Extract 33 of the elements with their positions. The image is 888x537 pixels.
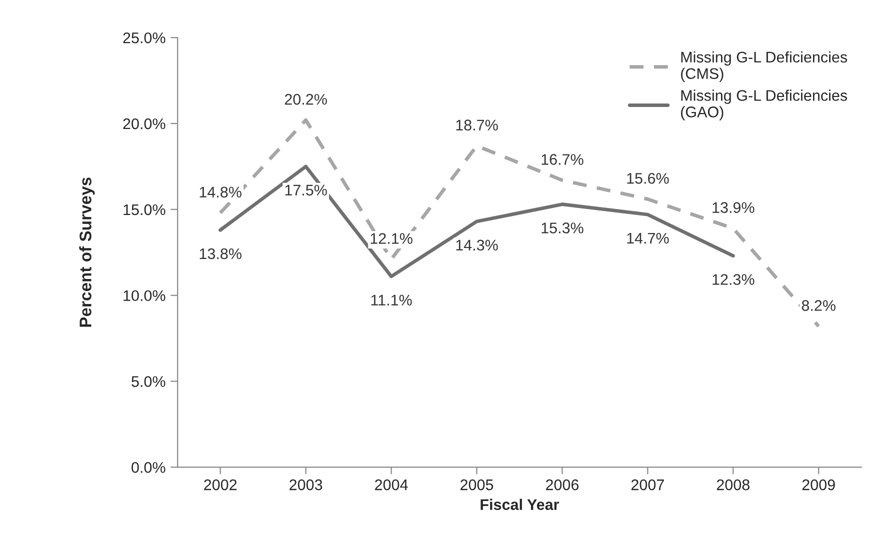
x-tick-label: 2005: [460, 479, 494, 490]
data-label: 14.3%: [456, 240, 498, 251]
y-tick-label: 0.0%: [132, 462, 166, 473]
y-axis-title: Percent of Surveys: [79, 178, 95, 327]
data-label: 15.6%: [627, 172, 669, 184]
y-tick-label: 25.0%: [123, 32, 166, 44]
y-tick-label: 10.0%: [124, 290, 166, 302]
data-label: 14.8%: [200, 186, 242, 198]
y-tick-label: 15.0%: [124, 204, 166, 216]
x-tick-label: 2007: [631, 479, 664, 490]
x-axis-title: Fiscal Year: [480, 498, 560, 510]
x-tick-label: 2008: [716, 479, 750, 490]
data-label: 13.8%: [200, 248, 242, 260]
data-label: 13.9%: [712, 202, 754, 213]
data-label: 18.7%: [456, 120, 498, 131]
data-label: 14.7%: [627, 232, 669, 244]
data-label: 11.1%: [371, 294, 412, 306]
x-tick-label: 2002: [204, 479, 237, 490]
data-label: 12.3%: [712, 274, 754, 285]
y-tick-label: 20.0%: [123, 118, 166, 130]
x-tick-label: 2009: [802, 479, 835, 490]
x-tick-label: 2006: [546, 479, 579, 490]
data-label: 15.3%: [542, 222, 584, 234]
data-label: 8.2%: [802, 300, 836, 311]
y-tick-label: 5.0%: [132, 376, 166, 387]
legend-label: Missing G-L Deficiencies (GAO): [681, 90, 848, 120]
data-label: 20.2%: [284, 94, 327, 105]
x-tick-label: 2003: [290, 479, 322, 490]
legend-label: Missing G-L Deficiencies (CMS): [681, 51, 848, 82]
data-label: 16.7%: [542, 154, 584, 165]
data-label: 12.1%: [370, 233, 412, 244]
data-label: 17.5%: [285, 184, 327, 196]
x-tick-label: 2004: [375, 479, 408, 490]
